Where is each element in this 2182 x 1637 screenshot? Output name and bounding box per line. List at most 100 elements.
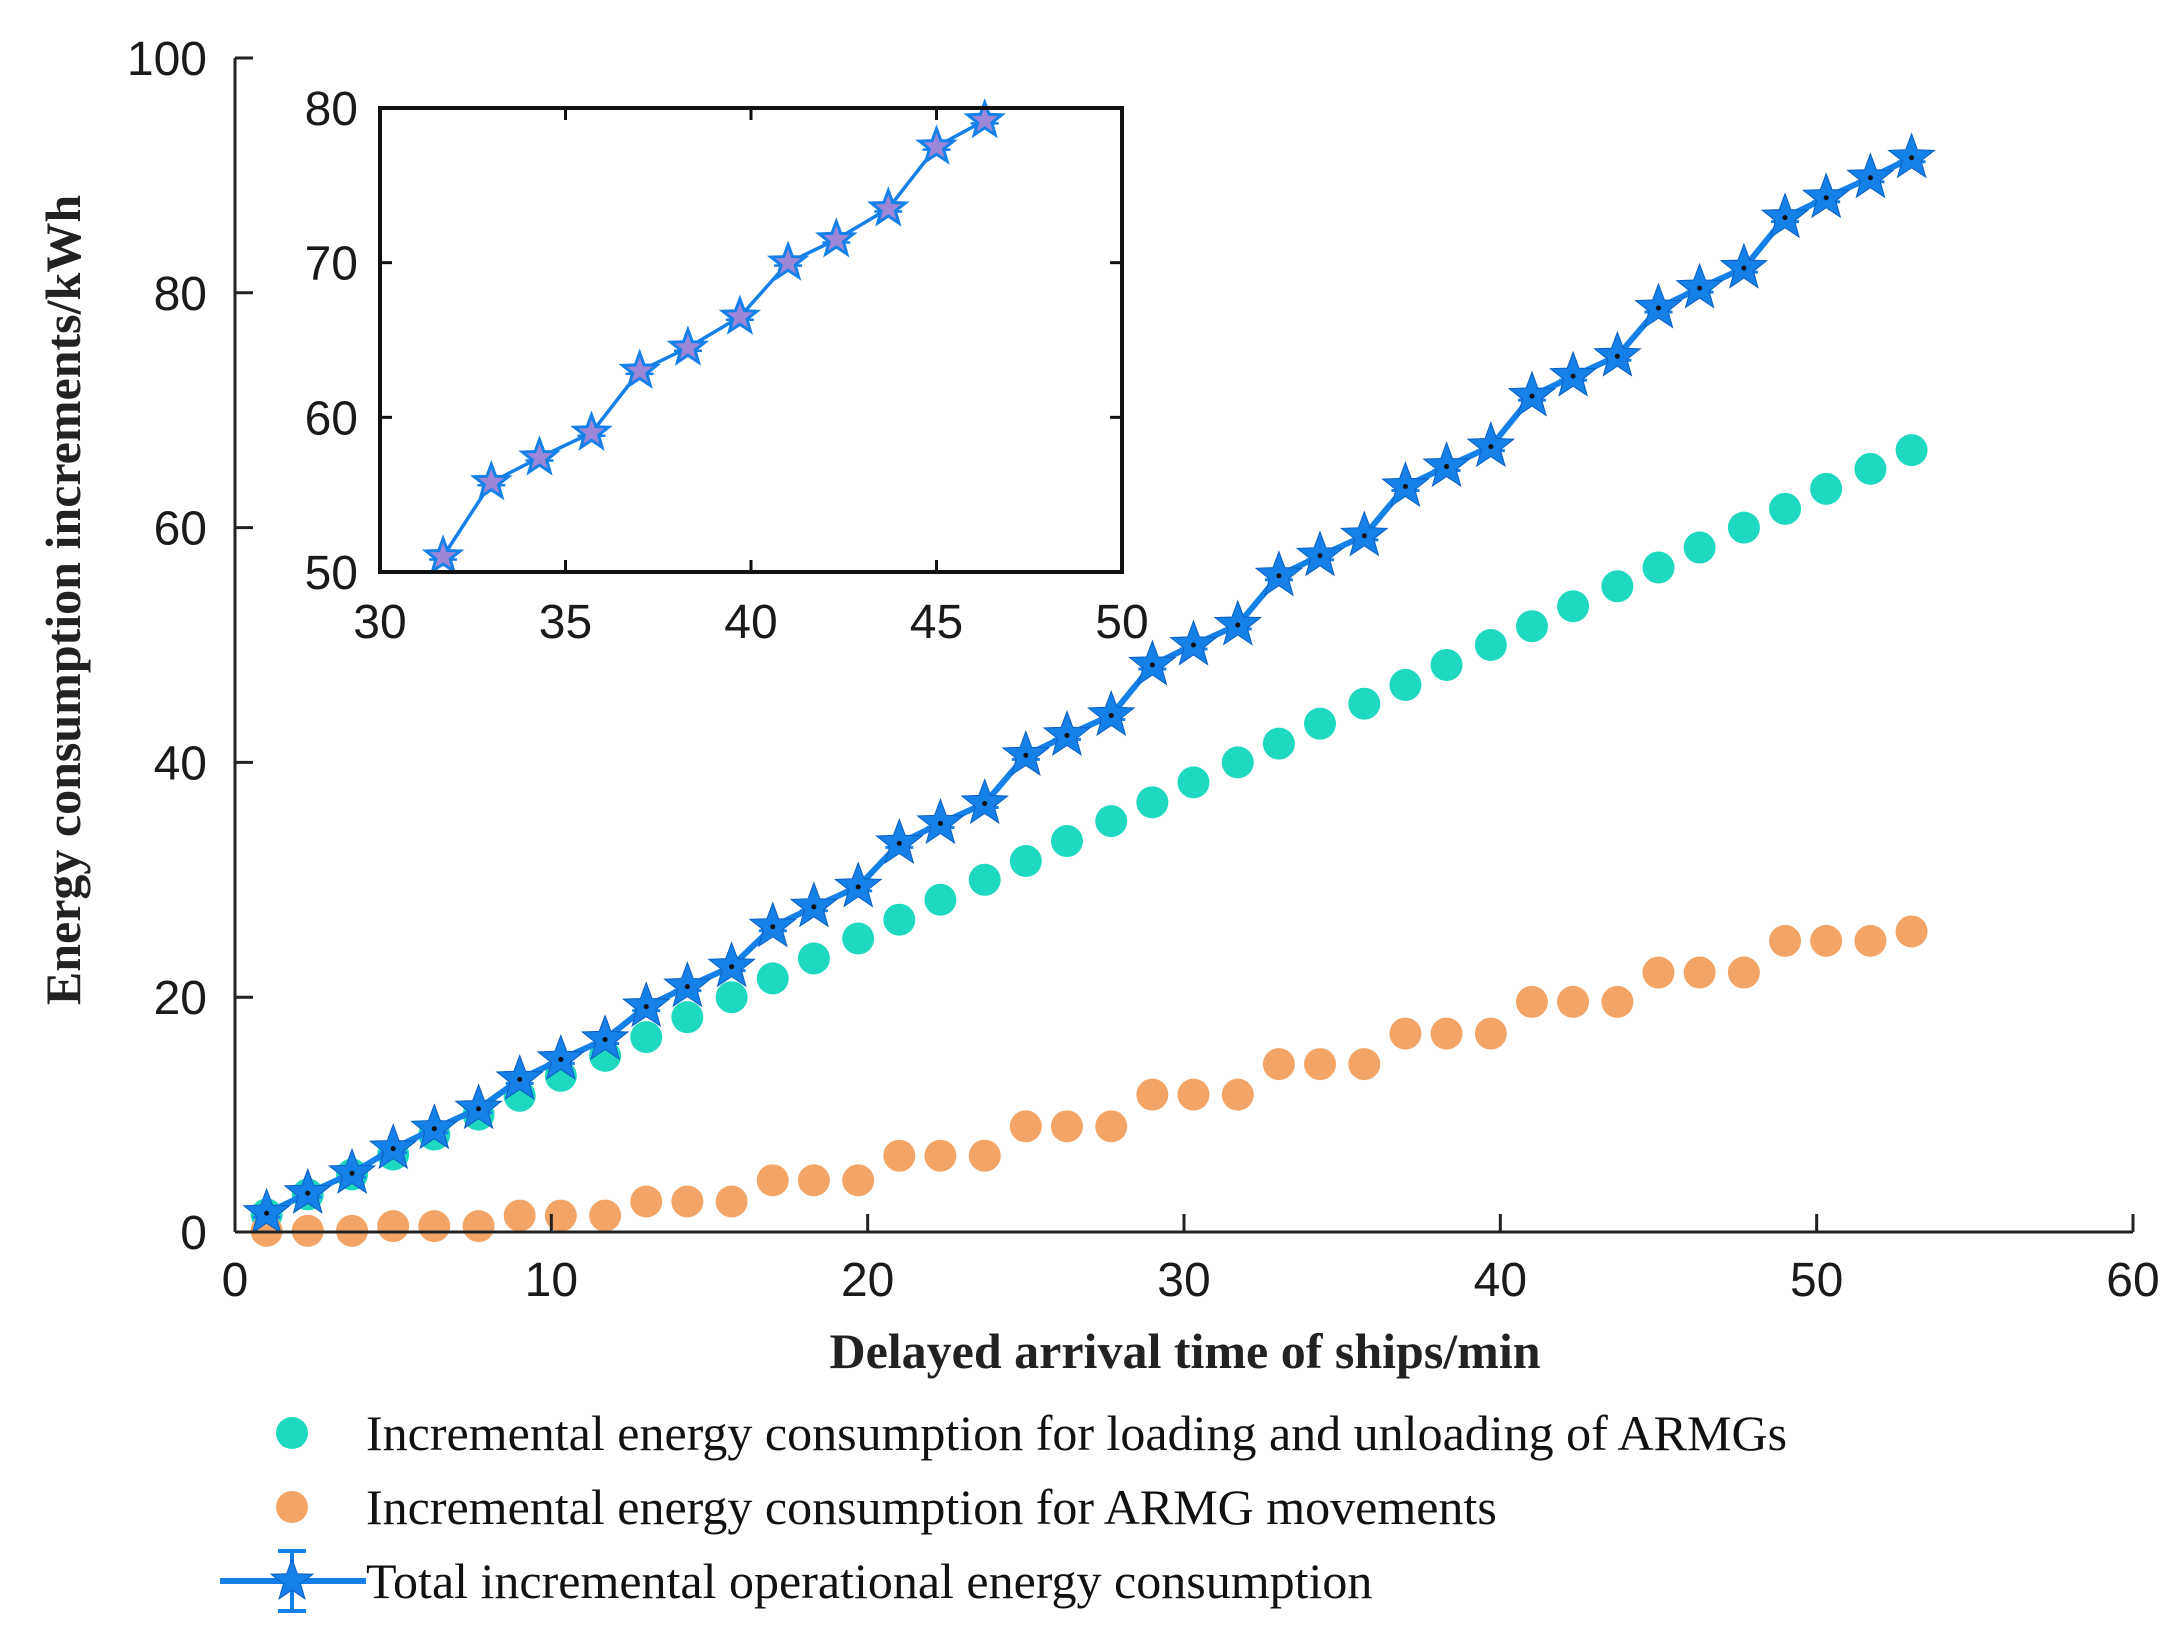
point-total <box>1087 689 1136 737</box>
point-loading <box>715 981 748 1014</box>
x-tick-label: 30 <box>1157 1254 1210 1307</box>
point-movements <box>883 1139 916 1172</box>
point-movements <box>1642 956 1675 989</box>
point-loading <box>671 1001 704 1034</box>
point-loading <box>1601 570 1634 603</box>
point-movements <box>1304 1048 1337 1081</box>
point-movements <box>1136 1078 1169 1111</box>
point-movements <box>1221 1078 1254 1111</box>
point-movements <box>1262 1048 1295 1081</box>
point-movements <box>756 1164 789 1197</box>
point-loading <box>1095 805 1128 838</box>
point-total <box>283 1167 332 1214</box>
point-movements <box>1769 924 1802 957</box>
inset-x-tick-label: 50 <box>1095 596 1148 649</box>
x-tick-label: 60 <box>2106 1254 2159 1307</box>
point-total <box>580 1014 630 1061</box>
point-total <box>242 1187 291 1234</box>
x-tick-label: 0 <box>222 1254 249 1307</box>
point-loading <box>1854 452 1887 485</box>
point-movements <box>544 1199 577 1232</box>
legend-label-movements: Incremental energy consumption for ARMG … <box>366 1479 1497 1535</box>
inset-point-total <box>718 294 762 335</box>
y-tick-label: 100 <box>127 33 207 86</box>
point-total <box>536 1033 585 1080</box>
point-total <box>1042 709 1092 756</box>
point-loading <box>1177 766 1210 799</box>
point-total <box>707 941 756 988</box>
x-axis-title: Delayed arrival time of ships/min <box>829 1323 1540 1379</box>
point-loading <box>842 922 875 955</box>
point-total <box>1675 262 1724 309</box>
point-loading <box>1009 845 1042 878</box>
x-tick-label: 20 <box>841 1254 894 1307</box>
x-tick-label: 50 <box>1790 1254 1843 1307</box>
point-loading <box>883 903 916 936</box>
point-total <box>1719 242 1769 289</box>
legend-marker-loading <box>276 1417 308 1449</box>
inset-point-total <box>618 348 661 390</box>
point-movements <box>1389 1017 1422 1050</box>
inset-point-total <box>421 534 465 575</box>
point-total <box>748 901 797 948</box>
legend-label-total: Total incremental operational energy con… <box>366 1553 1372 1609</box>
inset-point-total <box>867 186 910 227</box>
point-loading <box>1348 687 1381 720</box>
inset-x-tick-label: 40 <box>724 596 777 649</box>
point-movements <box>797 1164 830 1197</box>
legend-marker-movements <box>276 1491 308 1523</box>
point-loading <box>1557 590 1590 623</box>
point-loading <box>1515 610 1548 643</box>
point-movements <box>1348 1048 1381 1081</box>
point-loading <box>1221 746 1254 779</box>
point-total <box>1846 152 1895 199</box>
point-total <box>1254 550 1304 597</box>
y-tick-label: 20 <box>154 972 207 1025</box>
inset-x-tick-label: 45 <box>910 596 963 649</box>
point-loading <box>1430 648 1463 681</box>
point-movements <box>1810 924 1843 957</box>
point-movements <box>503 1199 536 1232</box>
point-total <box>1422 441 1471 488</box>
point-total <box>875 817 924 864</box>
line-total <box>265 155 1913 1216</box>
point-total <box>663 961 712 1008</box>
point-total <box>1801 172 1851 219</box>
inset-x-tick-label: 30 <box>353 596 406 649</box>
point-loading <box>1474 629 1507 661</box>
point-loading <box>1304 707 1337 740</box>
point-loading <box>1683 531 1716 564</box>
legend-label-loading: Incremental energy consumption for loadi… <box>366 1405 1787 1461</box>
y-tick-label: 80 <box>154 268 207 321</box>
inset-plot: 30 35 40 45 50 50 60 70 80 <box>305 83 1149 649</box>
point-loading <box>1050 825 1083 858</box>
inset-point-total <box>815 217 858 258</box>
point-loading <box>1389 668 1422 701</box>
inset-y-tick-label: 60 <box>305 392 358 445</box>
point-movements <box>968 1139 1001 1172</box>
point-movements <box>1557 985 1590 1018</box>
inset-frame <box>378 106 1124 574</box>
point-movements <box>1515 985 1548 1018</box>
point-loading <box>1262 727 1295 760</box>
point-total <box>495 1053 544 1100</box>
point-total <box>1466 421 1516 468</box>
point-movements <box>1854 924 1887 957</box>
inset-point-total <box>518 435 561 476</box>
inset-point-total <box>666 325 710 366</box>
point-total <box>789 881 839 928</box>
point-total <box>327 1147 377 1194</box>
point-loading <box>1810 472 1843 505</box>
point-total <box>1381 461 1430 508</box>
y-tick-label: 0 <box>180 1207 207 1260</box>
point-total <box>1169 619 1218 666</box>
inset-point-total <box>470 459 513 501</box>
legend-marker-total <box>220 1549 366 1613</box>
point-movements <box>377 1210 410 1243</box>
point-movements <box>1895 915 1928 948</box>
inset-y-tick-label: 50 <box>305 547 358 600</box>
inset-point-total <box>570 410 613 451</box>
point-total <box>916 797 965 845</box>
inset-x-tick-label: 35 <box>539 596 592 649</box>
